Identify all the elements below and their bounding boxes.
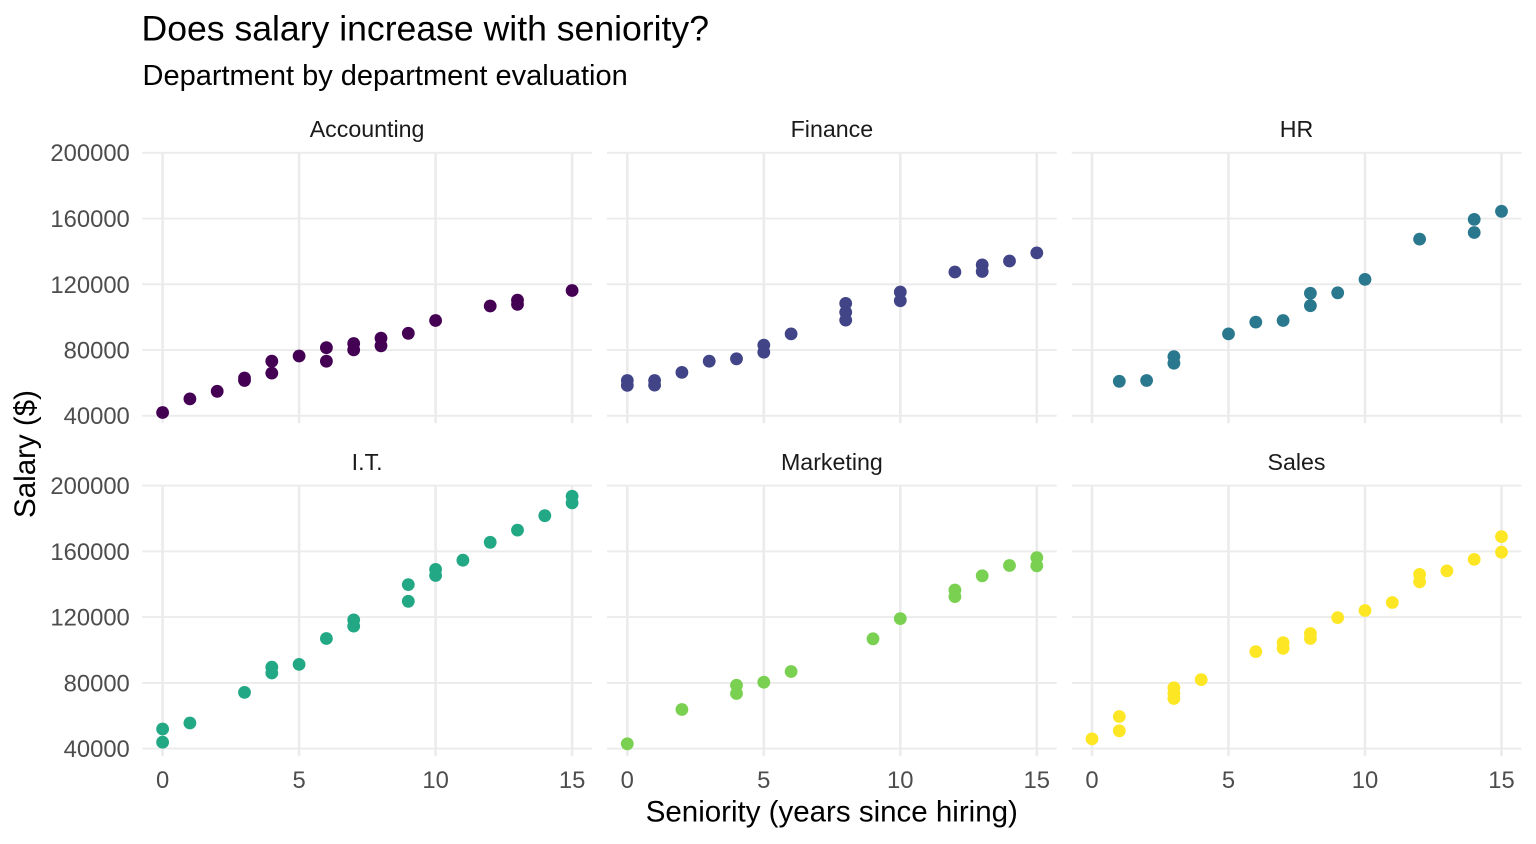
- svg-text:10: 10: [887, 767, 913, 794]
- svg-text:0: 0: [1085, 767, 1098, 794]
- svg-text:120000: 120000: [50, 605, 129, 632]
- svg-text:0: 0: [621, 767, 634, 794]
- svg-text:5: 5: [292, 767, 305, 794]
- svg-text:Sales: Sales: [1267, 449, 1325, 475]
- svg-text:Does salary increase with seni: Does salary increase with seniority?: [142, 9, 710, 49]
- svg-text:Marketing: Marketing: [781, 449, 883, 475]
- svg-text:200000: 200000: [50, 473, 129, 500]
- svg-text:160000: 160000: [50, 206, 129, 233]
- svg-text:Department by department evalu: Department by department evaluation: [143, 60, 628, 92]
- svg-text:40000: 40000: [64, 403, 130, 430]
- svg-text:80000: 80000: [64, 338, 130, 365]
- svg-text:120000: 120000: [50, 272, 129, 299]
- svg-text:Finance: Finance: [791, 116, 874, 142]
- svg-text:I.T.: I.T.: [352, 449, 383, 475]
- svg-text:40000: 40000: [64, 736, 130, 763]
- svg-text:5: 5: [1222, 767, 1235, 794]
- svg-text:10: 10: [1352, 767, 1378, 794]
- svg-text:15: 15: [1488, 767, 1514, 794]
- svg-text:15: 15: [559, 767, 585, 794]
- svg-text:Seniority (years since hiring): Seniority (years since hiring): [646, 796, 1018, 829]
- svg-text:160000: 160000: [50, 539, 129, 566]
- svg-text:0: 0: [156, 767, 169, 794]
- svg-text:200000: 200000: [50, 140, 129, 167]
- svg-text:15: 15: [1024, 767, 1050, 794]
- svg-text:HR: HR: [1280, 116, 1314, 142]
- svg-text:80000: 80000: [64, 670, 130, 697]
- svg-text:5: 5: [757, 767, 770, 794]
- svg-text:Salary ($): Salary ($): [9, 390, 42, 518]
- svg-text:10: 10: [422, 767, 448, 794]
- svg-text:Accounting: Accounting: [310, 116, 425, 142]
